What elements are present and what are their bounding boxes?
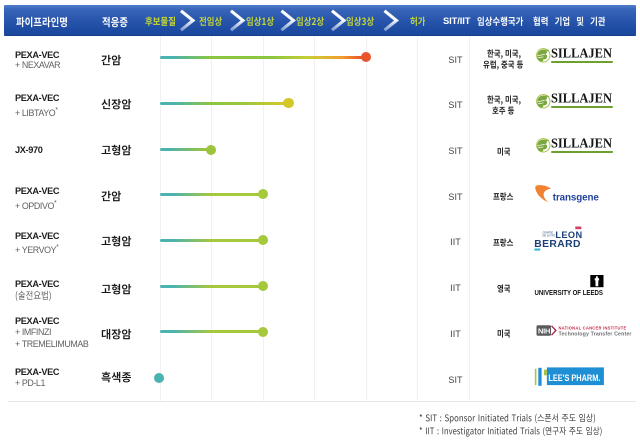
svg-text:Technology Transfer Center: Technology Transfer Center bbox=[559, 332, 632, 338]
svg-text:LEE'S PHARM.: LEE'S PHARM. bbox=[548, 373, 600, 384]
svg-text:SILLAJEN: SILLAJEN bbox=[551, 93, 612, 105]
svg-text:NATIONAL CANCER INSTITUTE: NATIONAL CANCER INSTITUTE bbox=[559, 326, 627, 331]
svg-text:UNIVERSITY OF LEEDS: UNIVERSITY OF LEEDS bbox=[535, 290, 604, 296]
svg-text:transgene: transgene bbox=[553, 192, 600, 203]
svg-text:DE LUTTE: DE LUTTE bbox=[543, 234, 556, 238]
svg-text:NIH: NIH bbox=[538, 327, 550, 336]
svg-text:SILLAJEN: SILLAJEN bbox=[551, 48, 612, 60]
svg-text:SILLAJEN: SILLAJEN bbox=[551, 138, 612, 150]
svg-text:LEON: LEON bbox=[555, 230, 582, 240]
svg-text:CENTRE: CENTRE bbox=[543, 231, 554, 235]
svg-text:BERARD: BERARD bbox=[534, 239, 581, 250]
